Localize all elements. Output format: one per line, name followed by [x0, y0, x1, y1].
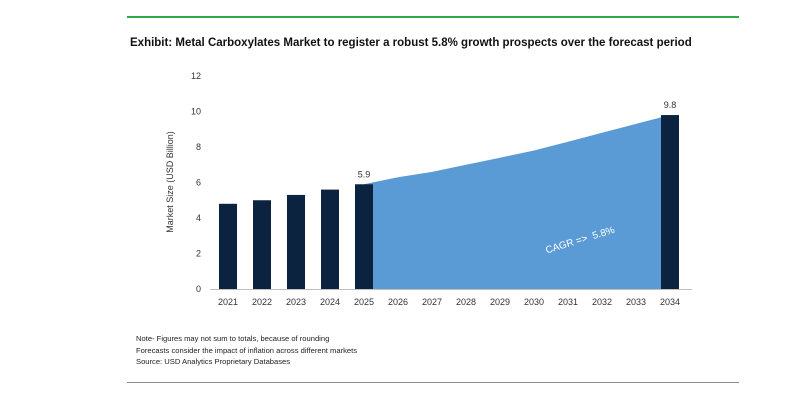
y-tick-label: 0	[196, 284, 201, 294]
note-rounding: Note- Figures may not sum to totals, bec…	[136, 334, 330, 343]
top-rule	[127, 16, 739, 18]
x-tick-label: 2027	[422, 297, 442, 307]
x-tick-label: 2031	[558, 297, 578, 307]
y-tick-label: 12	[191, 71, 201, 81]
x-tick-label: 2028	[456, 297, 476, 307]
y-axis-label: Market Size (USD Billion)	[165, 131, 175, 233]
x-tick-label: 2032	[592, 297, 612, 307]
x-tick-label: 2023	[286, 297, 306, 307]
data-label-2034: 9.8	[664, 100, 677, 110]
x-tick-label: 2025	[354, 297, 374, 307]
data-label-2025: 5.9	[358, 169, 371, 179]
exhibit-title: Exhibit: Metal Carboxylates Market to re…	[130, 37, 692, 49]
notes: Note- Figures may not sum to totals, bec…	[136, 333, 357, 368]
y-tick-label: 10	[191, 107, 201, 117]
y-tick-label: 4	[196, 213, 201, 223]
note-inflation: Forecasts consider the impact of inflati…	[136, 345, 358, 355]
bar-2025	[355, 184, 373, 289]
x-tick-label: 2029	[490, 297, 510, 307]
x-tick-label: 2021	[218, 297, 238, 307]
y-tick-label: 6	[196, 178, 201, 188]
bar-2022	[253, 200, 271, 289]
x-tick-label: 2030	[524, 297, 544, 307]
bar-2023	[287, 194, 305, 289]
note-source: Source: USD Analytics Proprietary Databa…	[136, 357, 291, 366]
x-tick-label: 2033	[626, 297, 646, 307]
bar-2024	[321, 189, 339, 289]
bar-2021	[219, 203, 237, 289]
forecast-area	[364, 115, 670, 289]
x-tick-label: 2026	[388, 297, 408, 307]
y-tick-label: 8	[196, 142, 201, 152]
x-tick-label: 2034	[660, 297, 680, 307]
x-tick-label: 2022	[252, 297, 272, 307]
bar-2034	[661, 115, 679, 289]
bottom-rule	[127, 382, 739, 383]
x-tick-label: 2024	[320, 297, 340, 307]
y-tick-label: 2	[196, 249, 201, 259]
